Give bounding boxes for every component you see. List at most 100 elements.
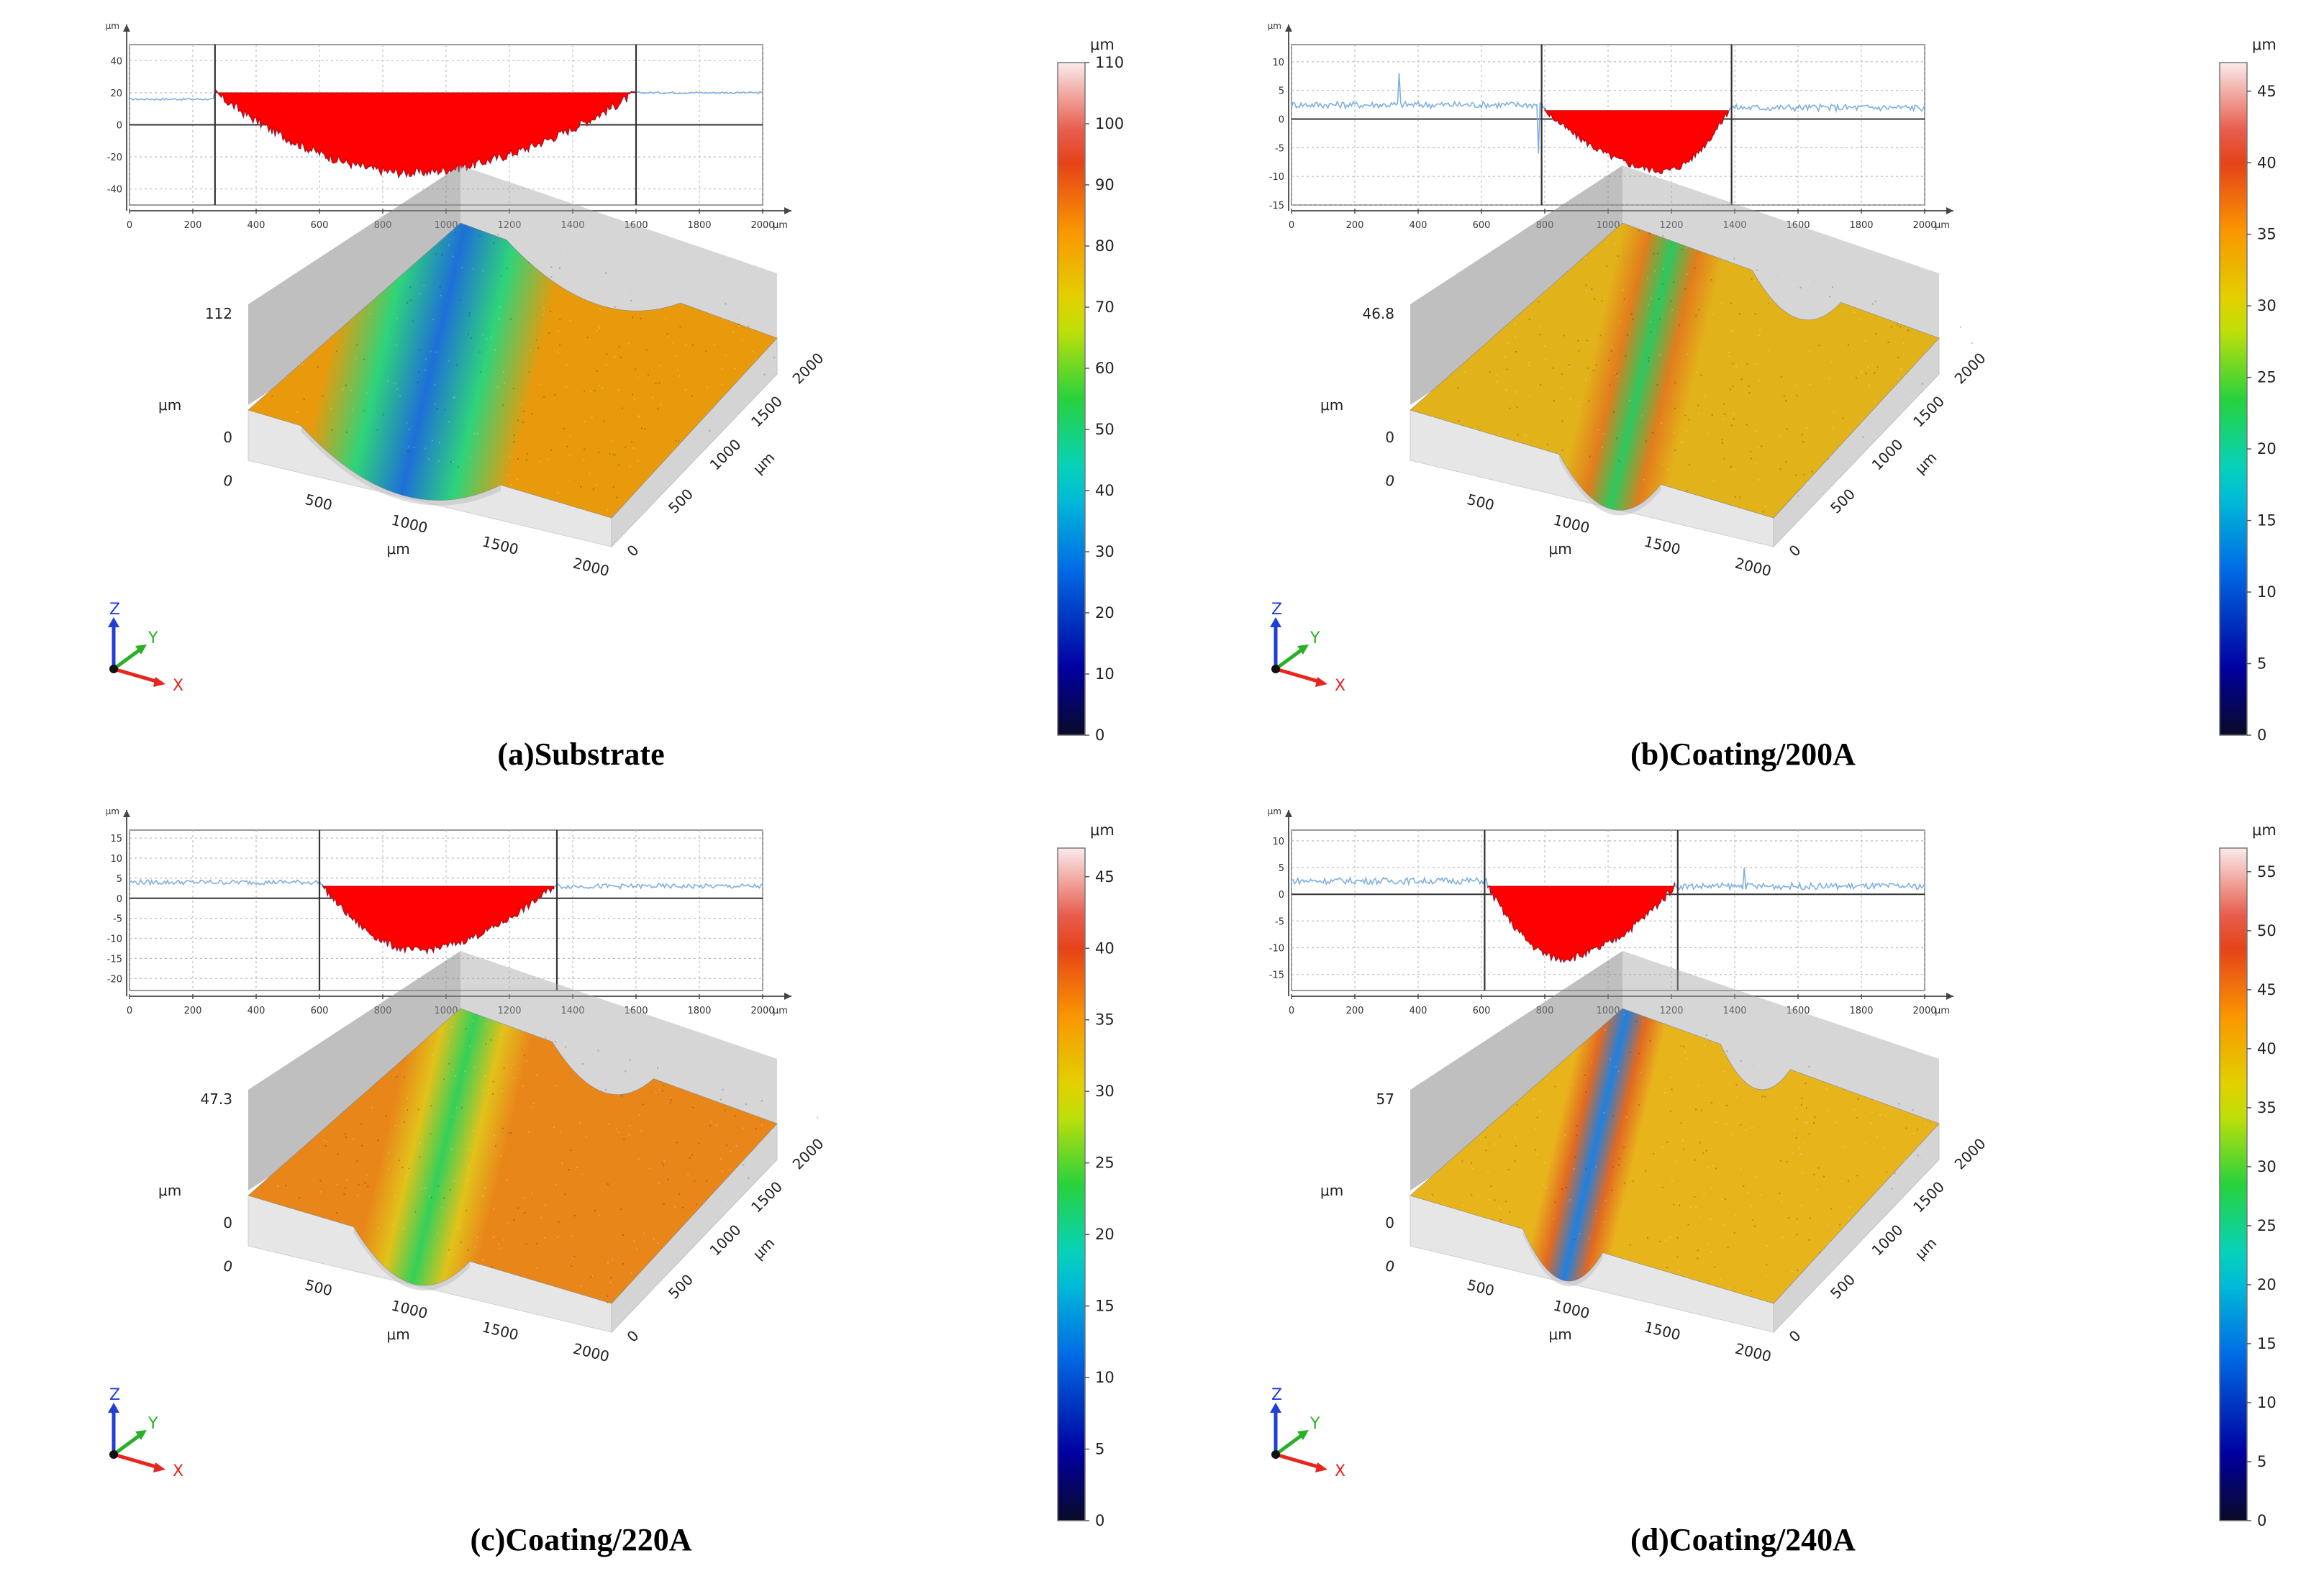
triad-x-label: X bbox=[1335, 1462, 1345, 1480]
surface-texture-speckle bbox=[423, 285, 425, 287]
surface-texture-speckle bbox=[693, 1105, 694, 1107]
surface-y-tick-label: 2000 bbox=[1951, 350, 1989, 388]
surface-texture-speckle bbox=[559, 345, 560, 346]
surface-texture-speckle bbox=[413, 446, 415, 448]
surface-texture-speckle bbox=[1746, 363, 1748, 365]
surface-texture-speckle bbox=[773, 356, 776, 358]
profile-x-tick-label: 400 bbox=[248, 220, 265, 231]
surface-texture-speckle bbox=[1758, 380, 1761, 382]
surface-texture-speckle bbox=[630, 441, 632, 443]
surface-texture-speckle bbox=[1553, 1218, 1555, 1220]
caption-c: (c)Coating/220A bbox=[470, 1522, 692, 1557]
surface-texture-speckle bbox=[607, 1295, 609, 1297]
profile-x-tick-label: 1400 bbox=[560, 220, 584, 231]
colorbar-tick-label: 20 bbox=[2257, 440, 2277, 457]
triad-x-label: X bbox=[173, 1462, 183, 1480]
surface-texture-speckle bbox=[1656, 384, 1658, 386]
triad-y-arrow bbox=[135, 1430, 147, 1440]
surface-texture-speckle bbox=[1829, 296, 1830, 298]
surface-texture-speckle bbox=[1684, 1051, 1686, 1053]
surface-texture-speckle bbox=[524, 1055, 526, 1057]
surface-texture-speckle bbox=[1828, 1109, 1829, 1111]
surface-texture-speckle bbox=[1595, 364, 1597, 365]
surface-texture-speckle bbox=[1721, 439, 1723, 441]
surface-texture-speckle bbox=[1801, 1098, 1803, 1099]
surface-texture-speckle bbox=[1659, 354, 1661, 355]
profile-x-tick-label: 0 bbox=[1289, 1006, 1294, 1016]
surface-texture-speckle bbox=[594, 390, 596, 391]
surface-texture-speckle bbox=[608, 1123, 610, 1125]
surface-texture-speckle bbox=[403, 1121, 405, 1123]
surface-texture-speckle bbox=[618, 389, 620, 391]
surface-texture-speckle bbox=[1868, 384, 1870, 386]
surface-texture-speckle bbox=[743, 317, 744, 319]
profile-x-tick-label: 600 bbox=[311, 1006, 329, 1016]
profile-x-tick-label: 600 bbox=[1473, 220, 1491, 231]
surface-texture-speckle bbox=[438, 442, 440, 444]
surface-texture-speckle bbox=[1682, 1148, 1684, 1150]
surface-z-unit: μm bbox=[1320, 396, 1343, 414]
colorbar-tick-label: 30 bbox=[1095, 543, 1115, 560]
surface-texture-speckle bbox=[371, 1106, 373, 1108]
surface-x-tick-label: 2000 bbox=[1733, 1339, 1773, 1365]
surface-texture-speckle bbox=[722, 1088, 724, 1090]
surface-texture-speckle bbox=[1515, 1137, 1517, 1139]
surface-texture-speckle bbox=[1670, 1077, 1672, 1078]
colorbar-tick-label: 20 bbox=[2257, 1276, 2277, 1293]
surface-y-tick-label: 500 bbox=[665, 1271, 696, 1303]
surface-texture-speckle bbox=[698, 1142, 700, 1144]
surface-texture-speckle bbox=[1474, 427, 1476, 429]
surface-texture-speckle bbox=[755, 1128, 757, 1130]
surface-texture-speckle bbox=[655, 1092, 657, 1093]
triad-origin bbox=[109, 665, 118, 673]
surface-texture-speckle bbox=[1905, 1127, 1907, 1129]
surface-texture-speckle bbox=[342, 388, 344, 391]
surface-texture-speckle bbox=[1816, 1188, 1818, 1190]
surface-texture-speckle bbox=[610, 440, 612, 442]
surface-texture-speckle bbox=[1630, 313, 1633, 315]
surface-texture-speckle bbox=[573, 1256, 576, 1258]
surface-texture-speckle bbox=[458, 466, 460, 468]
surface-texture-speckle bbox=[367, 1185, 369, 1188]
surface-texture-speckle bbox=[1833, 427, 1835, 429]
surface-texture-speckle bbox=[1853, 1108, 1856, 1111]
surface-texture-speckle bbox=[528, 371, 530, 373]
surface-texture-speckle bbox=[1807, 281, 1810, 283]
colorbar-bar bbox=[2219, 847, 2248, 1521]
surface-texture-speckle bbox=[417, 1108, 419, 1111]
surface-texture-speckle bbox=[705, 350, 707, 352]
surface-texture-speckle bbox=[303, 399, 305, 401]
surface-texture-speckle bbox=[1498, 1206, 1500, 1208]
surface-texture-speckle bbox=[748, 325, 750, 327]
surface-texture-speckle bbox=[479, 235, 481, 237]
surface-texture-speckle bbox=[427, 458, 430, 460]
surface-x-tick-label: 500 bbox=[1466, 491, 1497, 514]
surface-texture-speckle bbox=[1705, 395, 1707, 397]
surface-texture-speckle bbox=[466, 1180, 468, 1182]
surface-texture-speckle bbox=[1569, 1199, 1571, 1201]
surface-texture-speckle bbox=[323, 1139, 325, 1141]
surface-texture-speckle bbox=[1606, 265, 1608, 267]
surface-texture-speckle bbox=[1681, 441, 1684, 443]
surface-texture-speckle bbox=[1623, 1182, 1625, 1184]
surface-texture-speckle bbox=[1607, 360, 1610, 361]
surface-texture-speckle bbox=[599, 327, 600, 329]
surface-texture-speckle bbox=[1786, 428, 1788, 430]
surface-texture-speckle bbox=[1610, 350, 1612, 352]
profile-y-axis-arrow bbox=[123, 810, 130, 817]
surface-texture-speckle bbox=[632, 393, 633, 396]
surface-texture-speckle bbox=[1623, 298, 1625, 300]
surface-texture-speckle bbox=[1853, 311, 1856, 313]
colorbar-tick-label: 20 bbox=[1095, 604, 1115, 621]
colorbar-tick-label: 30 bbox=[2257, 297, 2277, 314]
surface-texture-speckle bbox=[1767, 349, 1769, 351]
surface-texture-speckle bbox=[597, 452, 599, 454]
surface-y-unit: μm bbox=[1912, 1234, 1941, 1263]
surface-texture-speckle bbox=[1612, 1114, 1614, 1116]
surface-texture-speckle bbox=[1759, 329, 1761, 331]
surface-texture-speckle bbox=[498, 1243, 499, 1245]
surface-texture-speckle bbox=[1835, 1121, 1837, 1124]
triad-x-arrow bbox=[153, 1462, 165, 1472]
surface-texture-speckle bbox=[419, 349, 421, 351]
surface-texture-speckle bbox=[1647, 304, 1649, 306]
